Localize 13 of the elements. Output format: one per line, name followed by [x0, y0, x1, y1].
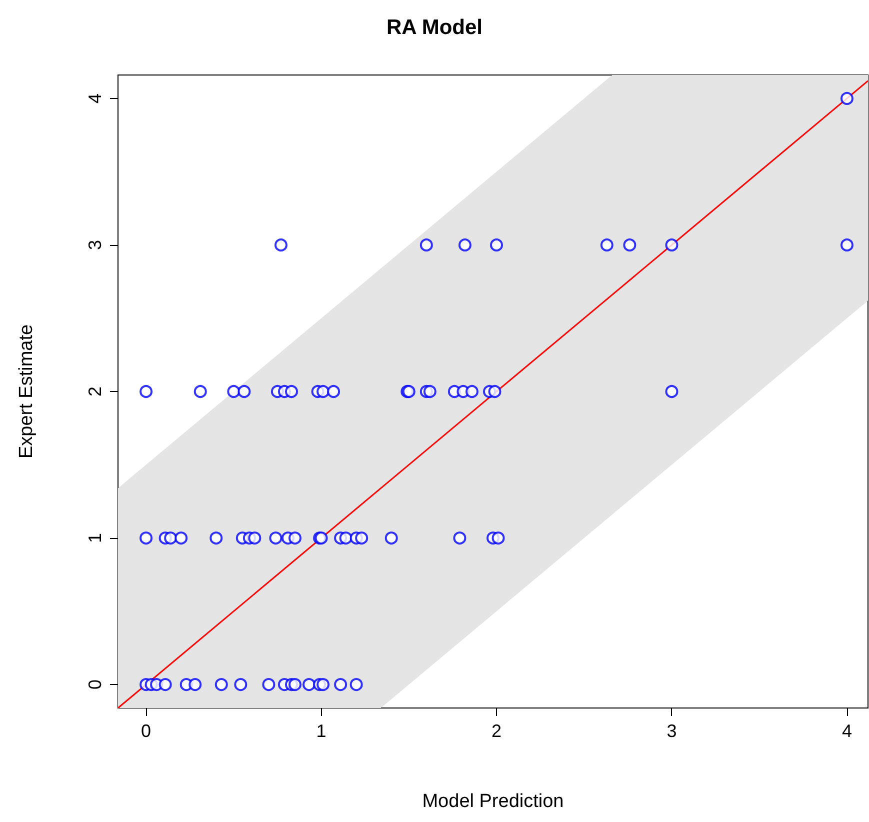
x-axis-title: Model Prediction: [422, 791, 564, 812]
x-tick-label: 3: [666, 721, 677, 741]
y-axis-title: Expert Estimate: [16, 324, 37, 459]
y-tick-label: 3: [85, 240, 105, 250]
x-tick-label: 4: [842, 721, 852, 741]
y-tick-label: 0: [85, 680, 105, 690]
y-tick-label: 2: [85, 386, 105, 397]
y-tick-label: 4: [85, 93, 105, 104]
x-tick-label: 0: [141, 721, 152, 741]
chart-title: RA Model: [386, 16, 483, 39]
y-tick-label: 1: [85, 533, 105, 544]
x-tick-label: 1: [316, 721, 326, 741]
x-tick-label: 2: [491, 721, 502, 741]
